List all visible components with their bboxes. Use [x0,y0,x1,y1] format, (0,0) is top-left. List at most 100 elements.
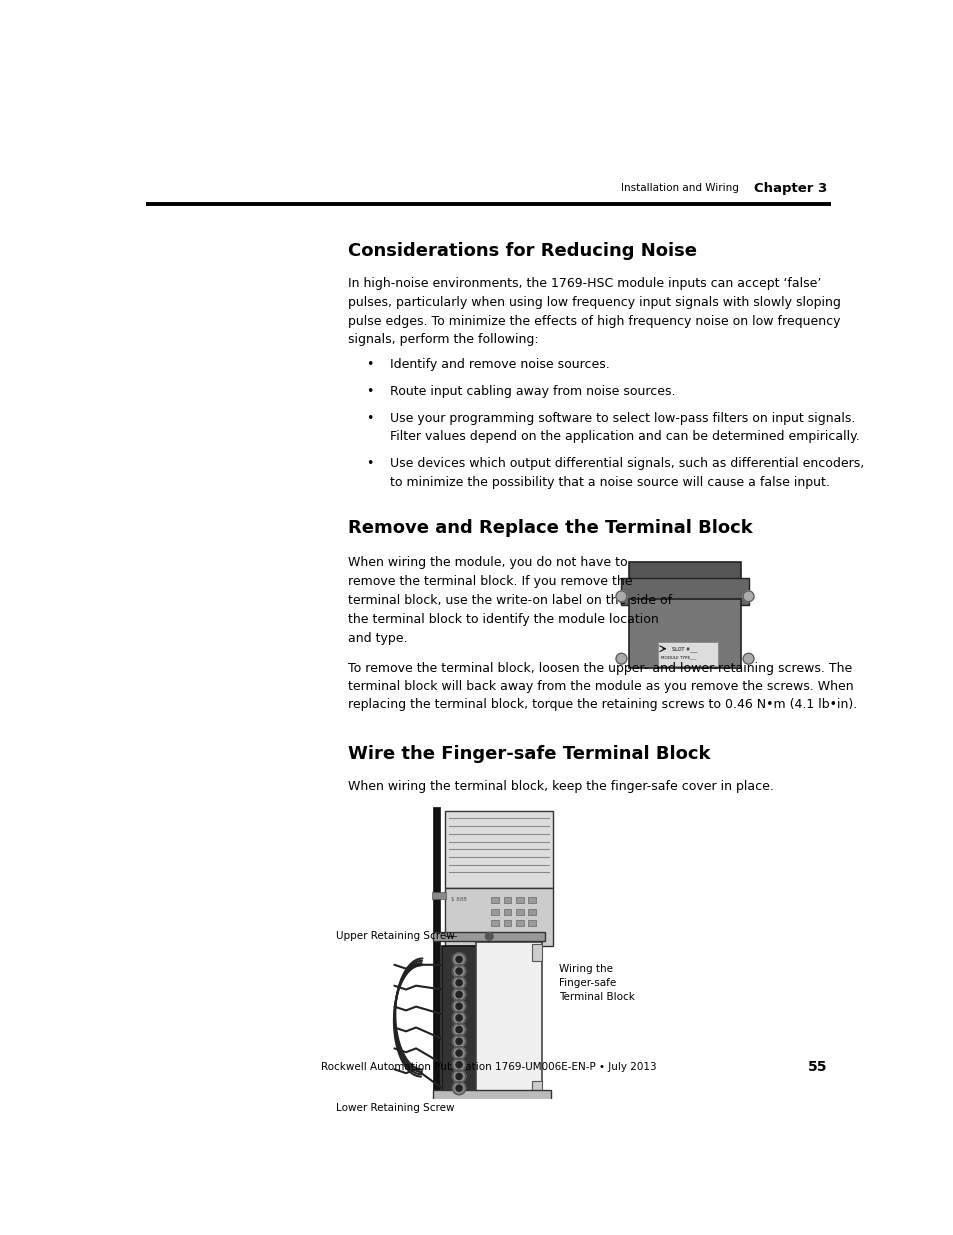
FancyBboxPatch shape [433,1103,545,1113]
Circle shape [452,999,465,1013]
Circle shape [456,1015,461,1021]
Text: To remove the terminal block, loosen the upper- and lower-retaining screws. The
: To remove the terminal block, loosen the… [348,662,856,711]
Circle shape [456,1073,461,1079]
FancyBboxPatch shape [528,920,536,926]
Text: Route input cabling away from noise sources.: Route input cabling away from noise sour… [390,385,676,398]
FancyBboxPatch shape [406,1137,429,1144]
FancyBboxPatch shape [516,931,523,937]
Text: Use your programming software to select low-pass filters on input signals.: Use your programming software to select … [390,411,855,425]
Circle shape [456,1026,461,1032]
Text: the terminal block to identify the module location: the terminal block to identify the modul… [348,613,658,626]
FancyBboxPatch shape [528,931,536,937]
Circle shape [616,592,626,601]
Text: remove the terminal block. If you remove the: remove the terminal block. If you remove… [348,576,632,588]
Circle shape [456,968,461,974]
FancyBboxPatch shape [620,578,748,605]
Circle shape [452,988,465,1002]
FancyBboxPatch shape [431,892,445,899]
FancyBboxPatch shape [444,811,553,888]
FancyBboxPatch shape [629,562,740,583]
Text: When wiring the terminal block, keep the finger-safe cover in place.: When wiring the terminal block, keep the… [348,781,773,793]
Text: and type.: and type. [348,632,407,645]
Circle shape [452,1058,465,1071]
Text: •: • [365,358,373,372]
Circle shape [452,1023,465,1036]
FancyBboxPatch shape [444,888,553,946]
FancyBboxPatch shape [532,944,541,961]
Text: Filter values depend on the application and can be determined empirically.: Filter values depend on the application … [390,431,860,443]
Text: •: • [365,385,373,398]
FancyBboxPatch shape [476,941,541,1099]
Circle shape [456,956,461,962]
FancyBboxPatch shape [406,1128,433,1134]
Circle shape [452,953,465,966]
FancyBboxPatch shape [491,909,498,915]
Circle shape [616,653,626,664]
FancyBboxPatch shape [516,920,523,926]
Text: •: • [365,457,373,471]
Text: SLOT #___: SLOT #___ [671,646,697,652]
Circle shape [456,992,461,998]
Circle shape [452,1035,465,1047]
FancyBboxPatch shape [503,920,511,926]
Text: Identify and remove noise sources.: Identify and remove noise sources. [390,358,610,372]
Text: terminal block, use the write-on label on the side of: terminal block, use the write-on label o… [348,594,671,608]
Text: Remove and Replace the Terminal Block: Remove and Replace the Terminal Block [348,520,752,537]
FancyBboxPatch shape [503,931,511,937]
Circle shape [456,1003,461,1009]
Circle shape [456,979,461,986]
Text: Chapter 3: Chapter 3 [754,182,827,195]
Text: 55: 55 [807,1060,827,1073]
Circle shape [452,976,465,989]
Circle shape [452,965,465,978]
FancyBboxPatch shape [516,897,523,903]
FancyBboxPatch shape [433,931,545,941]
Text: MODULE TYPE___: MODULE TYPE___ [660,656,696,659]
Circle shape [485,932,493,940]
FancyBboxPatch shape [491,920,498,926]
FancyBboxPatch shape [528,897,536,903]
Text: Considerations for Reducing Noise: Considerations for Reducing Noise [348,242,696,261]
Circle shape [456,1086,461,1092]
FancyBboxPatch shape [406,1119,436,1125]
FancyBboxPatch shape [503,909,511,915]
Text: pulse edges. To minimize the effects of high frequency noise on low frequency: pulse edges. To minimize the effects of … [348,315,840,327]
Text: Use devices which output differential signals, such as differential encoders,: Use devices which output differential si… [390,457,863,471]
FancyBboxPatch shape [658,642,718,667]
FancyBboxPatch shape [491,897,498,903]
Circle shape [456,1039,461,1045]
FancyBboxPatch shape [491,931,498,937]
Circle shape [456,1050,461,1056]
Text: pulses, particularly when using low frequency input signals with slowly sloping: pulses, particularly when using low freq… [348,295,840,309]
FancyBboxPatch shape [406,1146,425,1152]
Circle shape [456,1062,461,1068]
Circle shape [452,1046,465,1060]
Text: Lower Retaining Screw: Lower Retaining Screw [335,1103,455,1113]
Text: Installation and Wiring: Installation and Wiring [620,183,738,193]
FancyBboxPatch shape [442,946,476,1092]
Text: to minimize the possibility that a noise source will cause a false input.: to minimize the possibility that a noise… [390,475,829,489]
Text: Rockwell Automation Publication 1769-UM006E-EN-P • July 2013: Rockwell Automation Publication 1769-UM0… [321,1062,656,1072]
FancyBboxPatch shape [465,1110,476,1121]
Circle shape [742,592,753,601]
Text: signals, perform the following:: signals, perform the following: [348,333,537,346]
Circle shape [452,1011,465,1025]
FancyBboxPatch shape [433,1089,550,1112]
FancyBboxPatch shape [528,909,536,915]
Text: Wiring the
Finger-safe
Terminal Block: Wiring the Finger-safe Terminal Block [558,965,634,1002]
Circle shape [742,653,753,664]
Text: In high-noise environments, the 1769-HSC module inputs can accept ‘false’: In high-noise environments, the 1769-HSC… [348,277,821,290]
FancyBboxPatch shape [433,806,439,1130]
Text: •: • [365,411,373,425]
FancyBboxPatch shape [516,909,523,915]
FancyBboxPatch shape [446,1110,457,1121]
Circle shape [485,1104,493,1112]
Text: When wiring the module, you do not have to: When wiring the module, you do not have … [348,556,627,569]
Circle shape [452,1070,465,1083]
FancyBboxPatch shape [532,1081,541,1098]
Text: Upper Retaining Screw: Upper Retaining Screw [335,931,455,941]
Text: Wire the Finger-safe Terminal Block: Wire the Finger-safe Terminal Block [348,746,710,763]
Text: $ 888: $ 888 [451,897,466,902]
FancyBboxPatch shape [503,897,511,903]
Polygon shape [713,1200,762,1235]
